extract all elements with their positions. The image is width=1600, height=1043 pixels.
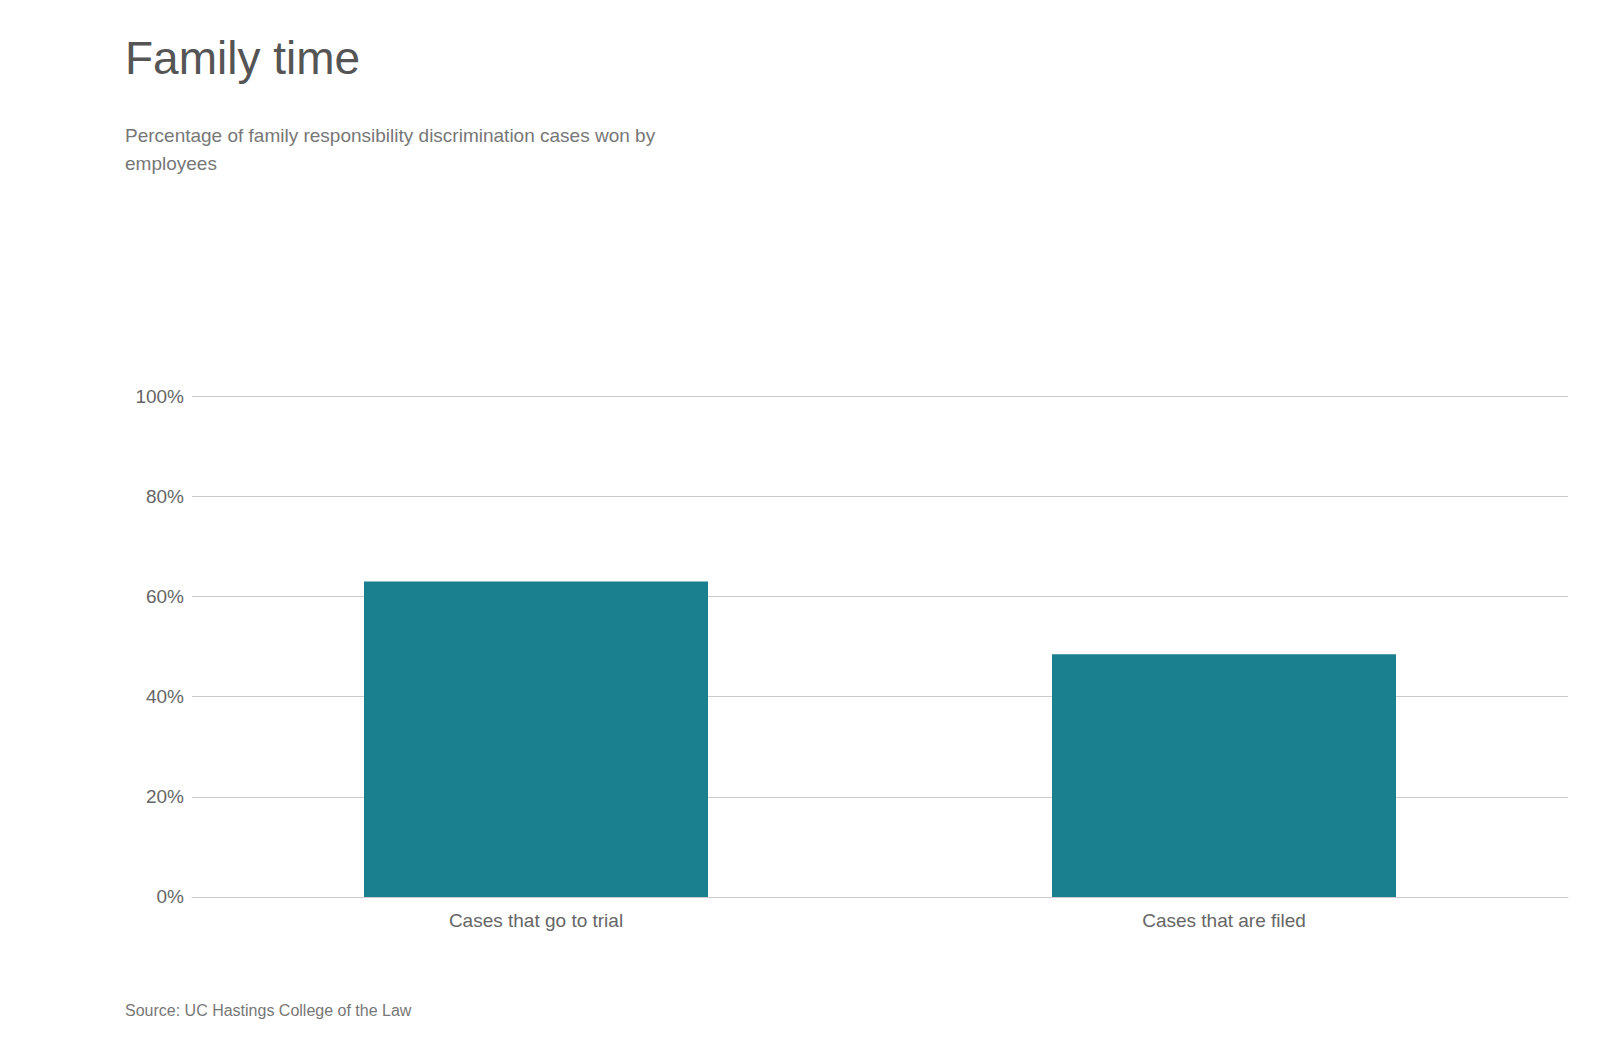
svg-text:Cases that are filed: Cases that are filed	[1142, 910, 1306, 931]
svg-text:Cases that go to trial: Cases that go to trial	[449, 910, 623, 931]
svg-text:40%: 40%	[146, 686, 184, 707]
svg-text:Source: UC Hastings College of: Source: UC Hastings College of the Law	[125, 1002, 412, 1019]
svg-text:20%: 20%	[146, 786, 184, 807]
svg-text:Percentage of family responsib: Percentage of family responsibility disc…	[125, 125, 656, 146]
svg-text:Family time: Family time	[125, 32, 360, 84]
svg-text:100%: 100%	[135, 386, 184, 407]
svg-text:employees: employees	[125, 153, 217, 174]
svg-text:60%: 60%	[146, 586, 184, 607]
svg-text:80%: 80%	[146, 486, 184, 507]
svg-text:0%: 0%	[157, 886, 185, 907]
